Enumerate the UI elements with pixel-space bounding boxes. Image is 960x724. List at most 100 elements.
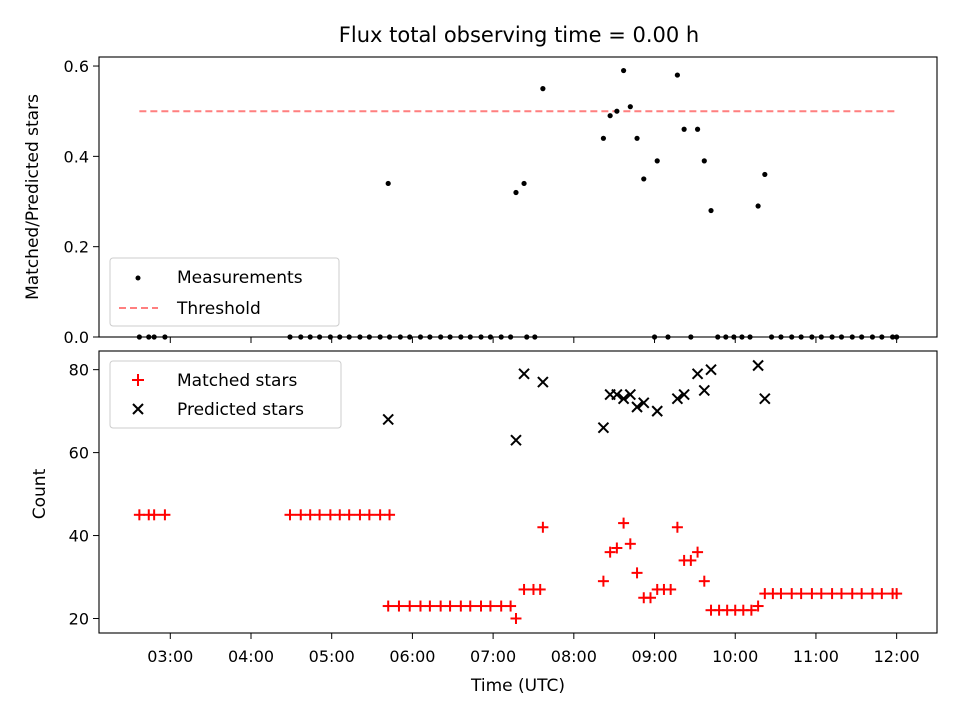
legend-predicted-marker [132, 403, 144, 415]
matched-star-point [159, 509, 171, 521]
bottom-xtick-label: 08:00 [551, 647, 597, 666]
matched-star-point [866, 588, 878, 600]
matched-star-point [455, 600, 467, 612]
chart-title: Flux total observing time = 0.00 h [339, 23, 699, 47]
predicted-star-point [537, 376, 549, 388]
matched-star-point [665, 583, 677, 595]
top-ytick-label: 0.2 [64, 238, 89, 257]
measurement-point [385, 180, 391, 187]
top-legend-box [109, 257, 340, 327]
top-ytick-label: 0.6 [64, 57, 89, 76]
matched-star-point [148, 509, 160, 521]
predicted-star-point [382, 413, 394, 426]
bottom-legend-box [109, 360, 342, 429]
matched-star-point [354, 509, 366, 521]
matched-star-point [644, 592, 656, 604]
matched-star-point [518, 583, 530, 595]
matched-star-point [692, 546, 704, 558]
measurement-point [614, 108, 620, 114]
matched-star-point [384, 509, 396, 521]
measurement-point [755, 203, 761, 209]
predicted-star-point [705, 363, 717, 376]
top-panel: 0.0 0.2 0.4 0.6 Matched/Predicted stars Mea… [23, 56, 938, 347]
bottom-panel: 20 40 60 80 03:00 04:00 05:00 06:00 07:00 08:00 0… [30, 350, 938, 696]
matched-star-point [698, 575, 710, 587]
predicted-star-point [678, 388, 690, 401]
legend-measurements-label: Measurements [177, 268, 303, 288]
measurement-point [627, 104, 633, 110]
matched-star-point [510, 612, 522, 624]
predicted-star-point [671, 392, 684, 405]
matched-star-point [891, 588, 903, 600]
predicted-star-point [691, 368, 704, 380]
bottom-xtick-label: 09:00 [631, 647, 677, 666]
predicted-star-point [617, 392, 630, 405]
measurement-point [701, 158, 707, 164]
measurement-point [654, 158, 660, 164]
predicted-star-point [611, 388, 623, 401]
predicted-star-point [759, 392, 771, 405]
bottom-y-axis-label: Count [30, 468, 50, 519]
matched-star-point [624, 538, 636, 550]
matched-star-point [745, 604, 757, 616]
matched-star-point [597, 575, 609, 587]
matched-star-point [611, 542, 623, 554]
matched-star-point [671, 521, 683, 533]
matched-star-point [826, 588, 838, 600]
bottom-xtick-label: 03:00 [147, 647, 193, 666]
bottom-legend: Matched stars Predicted stars [109, 360, 342, 429]
measurement-point [674, 72, 680, 78]
bottom-ytick-label: 60 [69, 444, 89, 463]
matched-star-point [304, 509, 316, 521]
matched-star-point [795, 588, 807, 600]
bottom-xtick-label: 05:00 [309, 647, 355, 666]
predicted-star-point [752, 359, 764, 372]
bottom-plot-area [133, 359, 903, 624]
predicted-star-point [518, 368, 530, 380]
x-axis-label: Time (UTC) [470, 676, 565, 696]
measurement-point [607, 113, 613, 119]
matched-star-point [475, 600, 487, 612]
measurement-point [634, 135, 640, 141]
matched-star-point [806, 588, 818, 600]
matched-star-point [534, 583, 546, 595]
matched-star-point [484, 600, 496, 612]
bottom-xtick-label: 04:00 [228, 647, 274, 666]
matched-star-point [324, 509, 336, 521]
matched-star-point [786, 588, 798, 600]
matched-star-point [752, 600, 764, 612]
matched-star-point [537, 521, 549, 533]
top-ytick-label: 0.4 [64, 147, 89, 166]
measurement-point [540, 86, 546, 92]
measurement-point [762, 171, 768, 178]
bottom-ytick-label: 40 [69, 527, 89, 546]
measurement-point [513, 189, 519, 196]
measurement-point [708, 207, 714, 214]
predicted-star-point [698, 384, 711, 397]
bottom-xtick-label: 12:00 [874, 647, 920, 666]
bottom-xtick-label: 07:00 [470, 647, 516, 666]
matched-star-point [424, 600, 436, 612]
matched-star-point [856, 588, 868, 600]
legend-threshold-label: Threshold [176, 299, 261, 319]
matched-star-point [343, 509, 355, 521]
matched-star-point [382, 600, 394, 612]
matched-star-point [846, 588, 858, 600]
measurement-point [620, 67, 627, 74]
bottom-ytick-label: 80 [69, 361, 89, 380]
matched-star-point [631, 567, 643, 579]
predicted-star-point [651, 405, 663, 417]
legend-matched-label: Matched stars [177, 371, 297, 391]
matched-star-point [435, 600, 447, 612]
matched-star-point [393, 600, 405, 612]
predicted-star-point [631, 401, 643, 413]
measurement-point [694, 126, 701, 132]
legend-matched-marker [132, 374, 144, 386]
matched-star-point [444, 600, 456, 612]
bottom-axes-frame [98, 350, 938, 634]
bottom-ytick-label: 20 [69, 609, 89, 628]
matched-star-point [775, 588, 787, 600]
matched-star-point [363, 509, 375, 521]
matched-star-point [495, 600, 507, 612]
